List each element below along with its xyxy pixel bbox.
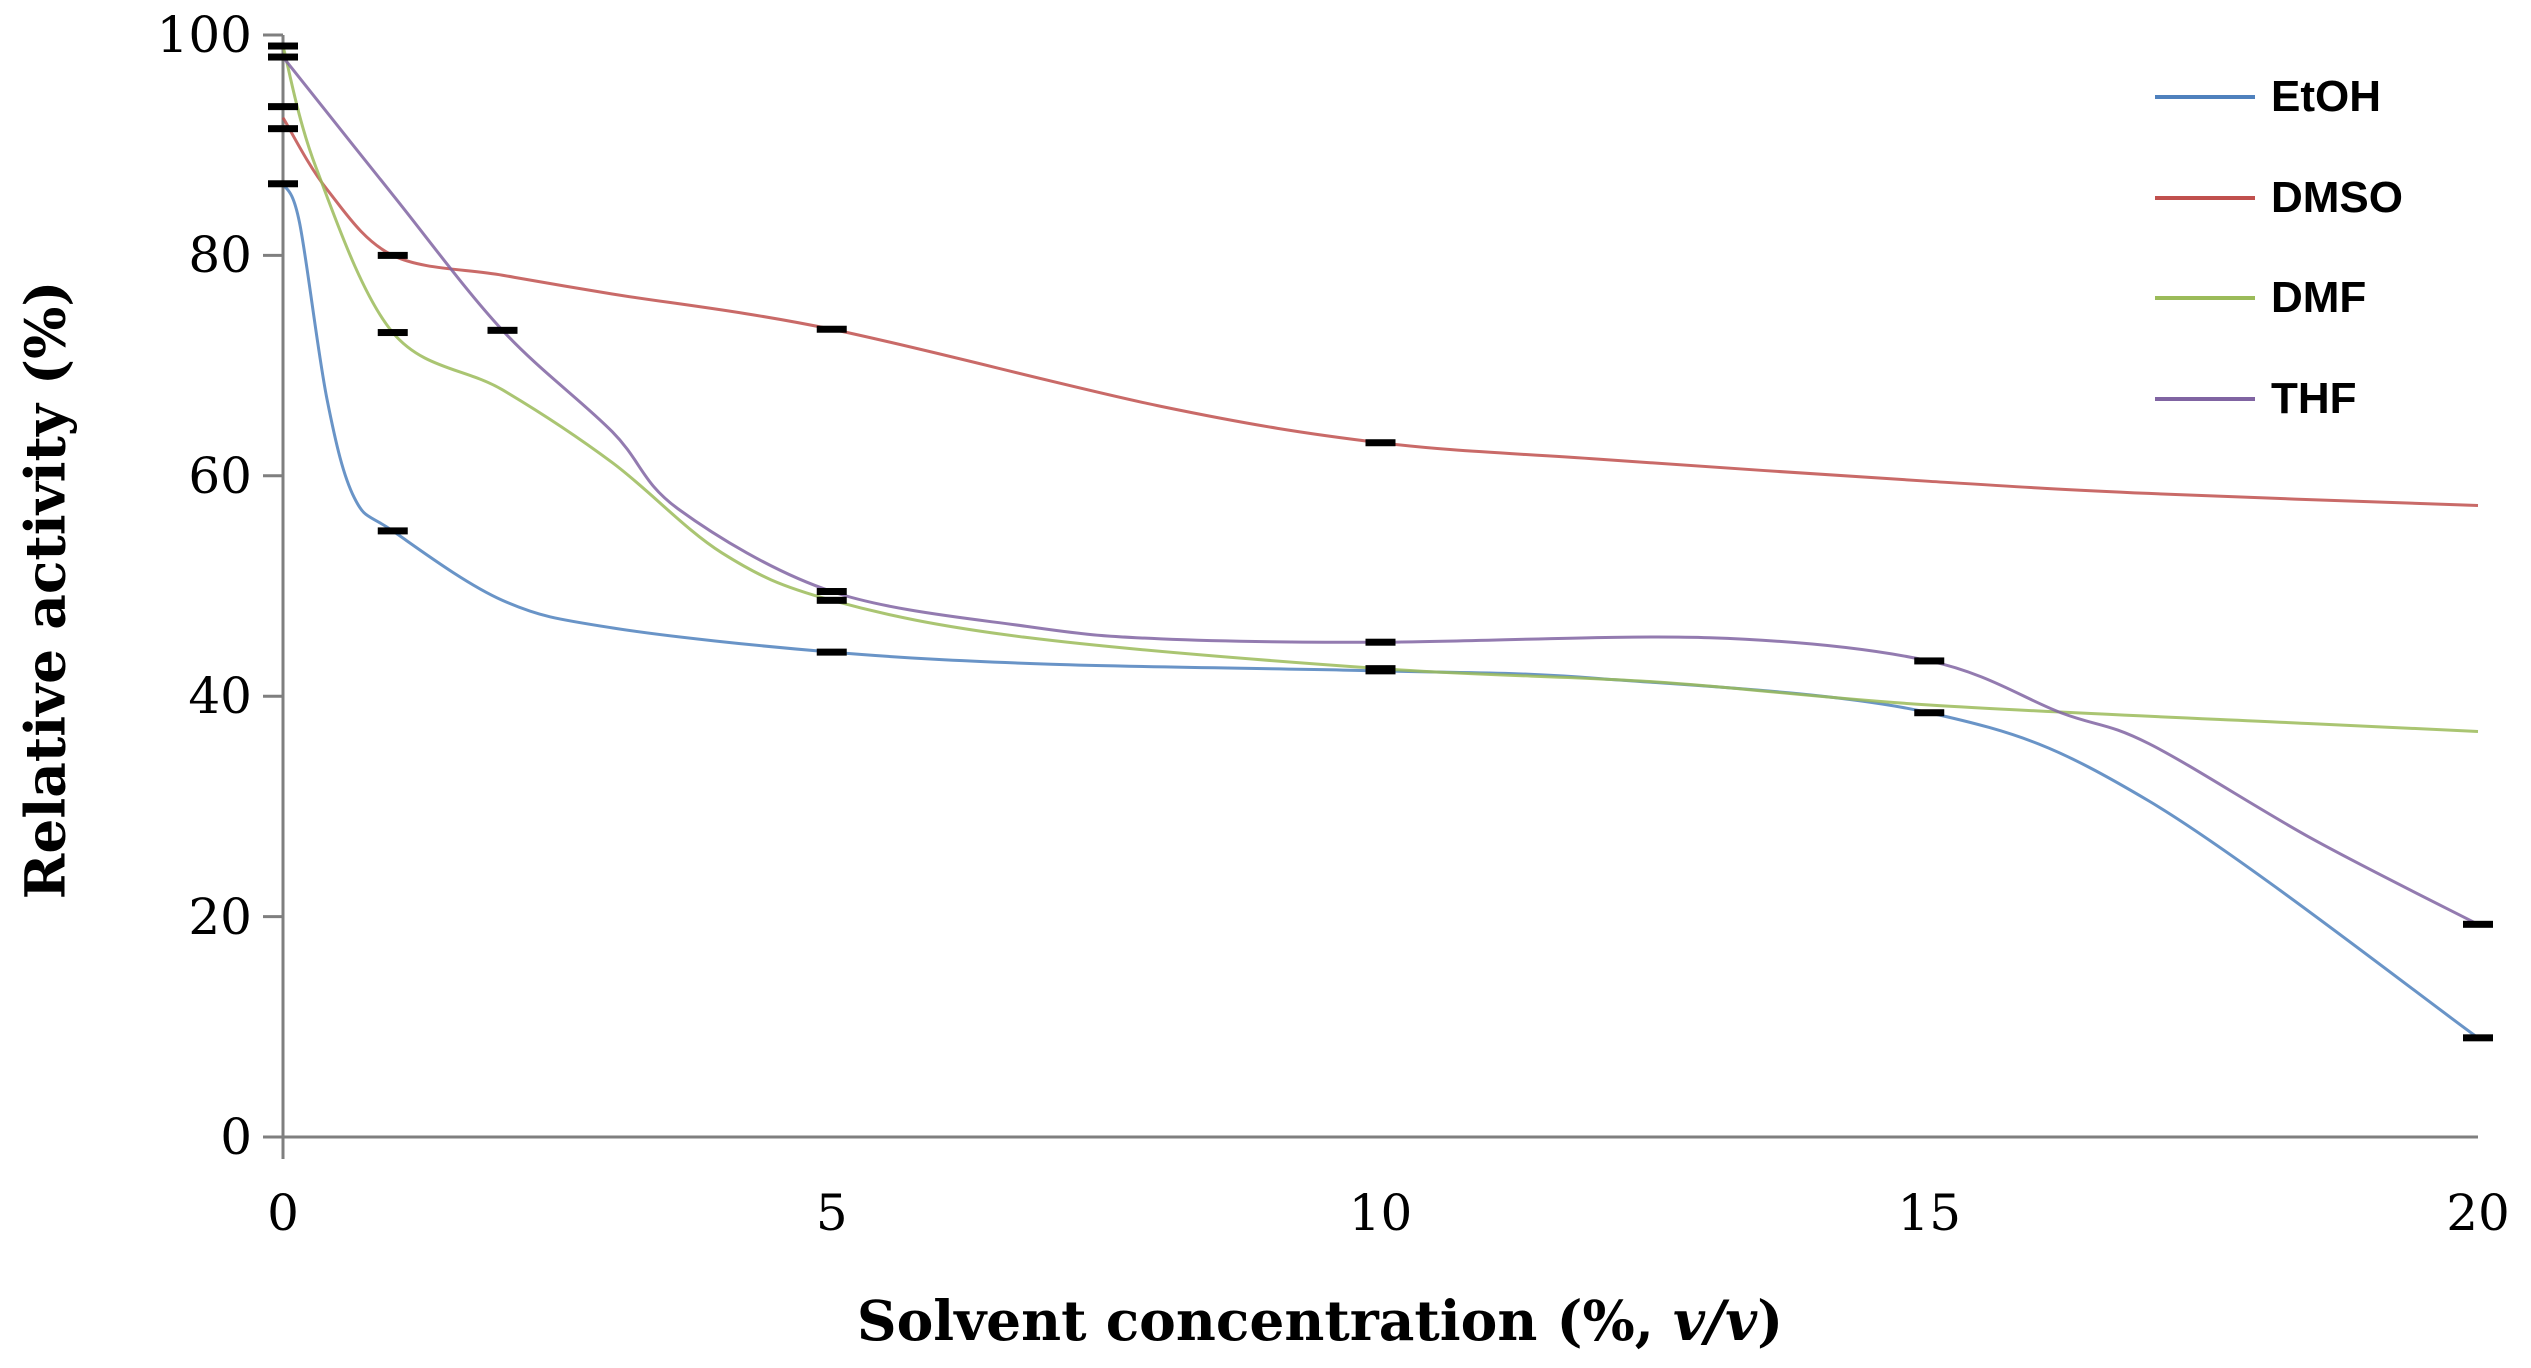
x-axis-title-text: Solvent concentration (%, (856, 1288, 1674, 1353)
error-bar-EtOH (2463, 1034, 2493, 1042)
error-bar-DMF (816, 596, 847, 604)
legend-line-swatch (2155, 296, 2255, 300)
error-bar-EtOH (377, 527, 408, 535)
x-tick-label-10: 10 (1348, 1184, 1413, 1242)
legend-label: DMF (2271, 273, 2367, 322)
error-bar-EtOH (268, 180, 298, 188)
error-bar-DMSO (268, 103, 298, 111)
x-axis-title: Solvent concentration (%, v/v) (857, 1288, 1783, 1353)
error-bar-THF (816, 588, 847, 596)
x-tick-label-20: 20 (2446, 1184, 2510, 1242)
error-bar-DMSO (1365, 439, 1396, 447)
x-axis-title-italic: v/v (1673, 1288, 1758, 1353)
error-bar-DMSO (816, 325, 847, 333)
error-bar-DMF (1365, 665, 1396, 673)
y-tick-label-20: 20 (188, 887, 252, 946)
error-bar-DMF (268, 42, 298, 50)
y-tick-label-0: 0 (220, 1108, 252, 1166)
error-bar-THF (1914, 657, 1945, 665)
legend-line-swatch (2155, 95, 2255, 99)
legend-item-EtOH: EtOH (2155, 75, 2381, 119)
error-bar-THF (1365, 638, 1396, 646)
error-bar-EtOH (816, 648, 847, 656)
error-bar-DMSO (268, 125, 298, 133)
legend-line-swatch (2155, 396, 2255, 401)
series-curve-EtOH (281, 183, 2479, 1040)
legend-label: THF (2271, 373, 2357, 423)
error-bar-DMSO (377, 251, 408, 259)
y-tick-label-100: 100 (156, 6, 252, 64)
legend-item-THF: THF (2155, 373, 2357, 423)
y-tick-label-80: 80 (188, 226, 252, 285)
error-bar-THF (487, 326, 518, 334)
error-bar-EtOH (1914, 709, 1945, 717)
y-axis-title: Relative activity (%) (12, 280, 78, 900)
x-tick-label-15: 15 (1897, 1184, 1962, 1242)
x-axis-title-suffix: ) (1757, 1288, 1784, 1353)
legend-label: DMSO (2271, 172, 2403, 222)
legend-label: EtOH (2271, 72, 2381, 121)
series-curve-THF (281, 56, 2479, 926)
series-curve-DMF (281, 45, 2479, 733)
legend-item-DMSO: DMSO (2155, 172, 2403, 222)
y-tick-label-60: 60 (188, 446, 252, 505)
legend-item-DMF: DMF (2155, 276, 2366, 320)
error-bar-THF (268, 53, 298, 61)
legend-line-swatch (2155, 195, 2255, 200)
x-tick-label-5: 5 (815, 1184, 848, 1242)
y-tick-label-40: 40 (188, 667, 252, 726)
error-bar-THF (2463, 920, 2493, 928)
series-curve-DMSO (281, 116, 2479, 508)
error-bar-DMF (377, 329, 408, 337)
x-tick-label-0: 0 (267, 1184, 299, 1242)
